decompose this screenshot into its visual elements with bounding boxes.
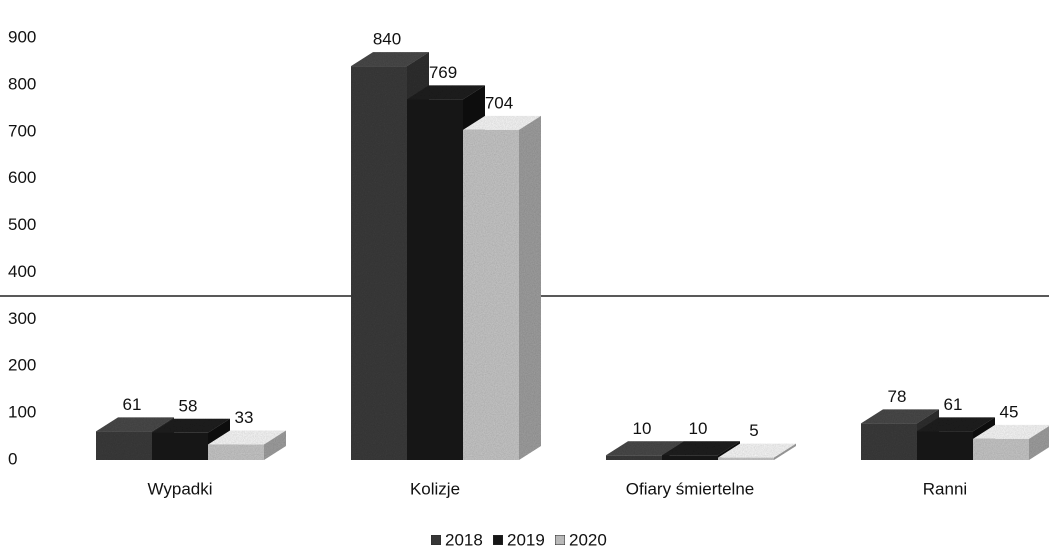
value-label: 704 [485,93,513,112]
bar-top [96,417,174,432]
bar-side [1029,426,1049,460]
bar-top [152,418,230,433]
x-tick-label: Ofiary śmiertelne [626,479,754,498]
bar [96,431,152,460]
bar-top [208,430,286,445]
value-label: 10 [633,419,652,438]
bar-group [861,409,939,460]
legend-swatch [554,534,566,546]
y-tick-label: 400 [8,262,36,281]
bar-top [463,115,541,130]
y-tick-label: 300 [8,309,36,328]
bar [662,455,718,460]
x-tick-label: Kolizje [410,479,460,498]
bar [208,444,264,460]
y-tick-label: 0 [8,449,17,468]
y-tick-label: 200 [8,356,36,375]
value-label: 58 [179,396,198,415]
value-label: 840 [373,30,401,49]
value-label: 769 [429,63,457,82]
bar [718,457,774,460]
bar-group [917,417,995,460]
bar [973,438,1029,460]
bar [861,423,917,460]
bar [917,431,973,460]
bar-group [208,430,286,460]
value-label: 61 [944,395,963,414]
value-label: 78 [888,387,907,406]
y-tick-label: 100 [8,403,36,422]
y-tick-label: 800 [8,74,36,93]
legend-label: 2019 [507,530,545,549]
bar [463,129,519,460]
bar-top [861,409,939,424]
bar-group [718,443,796,460]
bar-group [973,424,1049,460]
bar-top [973,424,1049,439]
x-tick-label: Wypadki [147,479,212,498]
legend-swatch [492,534,504,546]
bar [606,455,662,460]
value-label: 45 [1000,402,1019,421]
bar-side [264,430,286,460]
legend-swatch [430,534,442,546]
y-tick-label: 900 [8,27,36,46]
bar-group [463,115,541,460]
bar [407,99,463,461]
value-label: 61 [123,395,142,414]
legend-label: 2018 [445,530,483,549]
value-label: 10 [689,419,708,438]
y-tick-label: 600 [8,168,36,187]
y-tick-label: 700 [8,121,36,140]
bar-side [774,443,796,460]
bar-top [606,441,684,456]
bar [351,66,407,460]
y-tick-label: 500 [8,215,36,234]
bar [152,432,208,460]
bar-top [718,443,796,458]
legend-label: 2020 [569,530,607,549]
value-label: 33 [235,408,254,427]
x-tick-label: Ranni [923,479,967,498]
bar-top [351,52,429,67]
value-label: 5 [749,421,758,440]
bar-side [519,115,541,460]
bar-top [917,417,995,432]
bar-top [662,441,740,456]
bar-top [407,85,485,100]
